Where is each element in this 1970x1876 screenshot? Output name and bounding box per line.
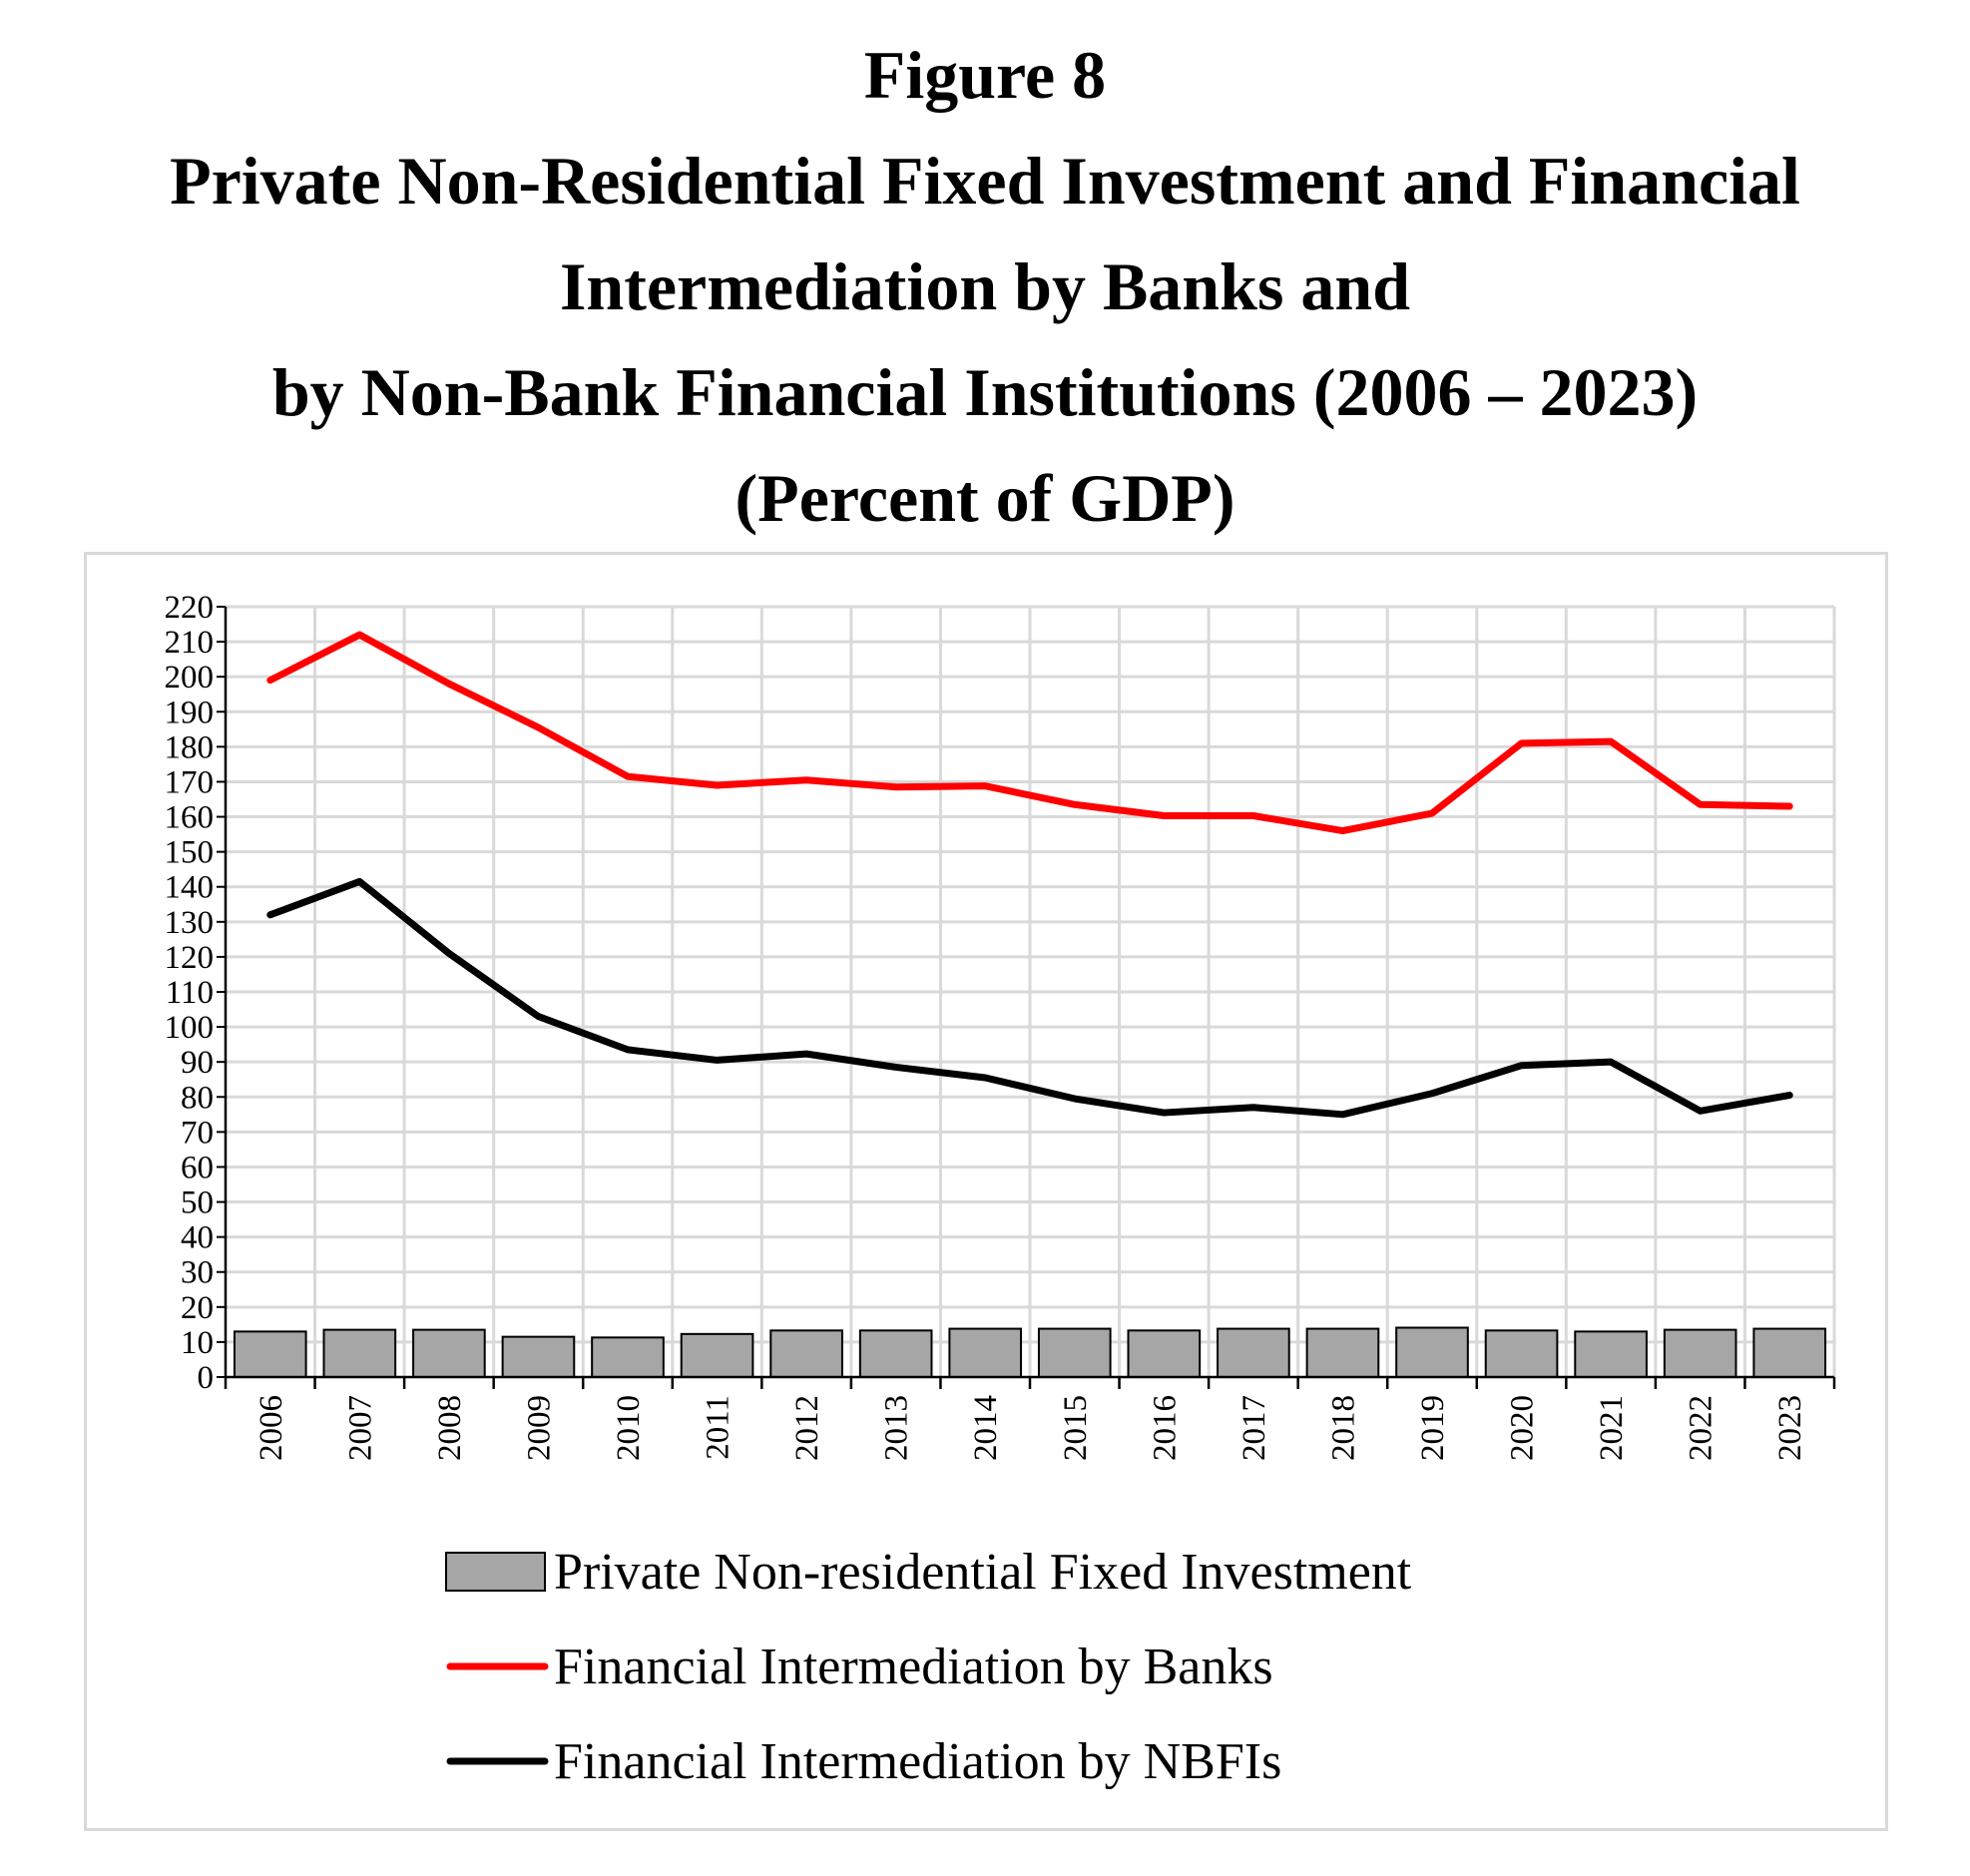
- y-tick-label: 120: [165, 940, 215, 976]
- y-tick-label: 220: [165, 590, 215, 626]
- y-tick-label: 150: [165, 835, 215, 871]
- bar: [1127, 1329, 1202, 1379]
- bar: [412, 1328, 486, 1379]
- bar: [501, 1335, 576, 1379]
- lines-layer: [266, 631, 1793, 1119]
- bar: [1305, 1327, 1380, 1379]
- x-tick-label: 2017: [1236, 1395, 1272, 1461]
- title-line: Intermediation by Banks and: [559, 248, 1411, 324]
- x-tick-label: 2022: [1684, 1395, 1720, 1461]
- x-tick-label: 2007: [342, 1395, 378, 1461]
- y-tick-label: 40: [181, 1220, 214, 1256]
- x-tick-label: 2020: [1505, 1395, 1541, 1461]
- y-tick-label: 200: [165, 660, 215, 696]
- y-tick-label: 210: [165, 625, 215, 661]
- bar: [1663, 1328, 1737, 1379]
- y-tick-label: 180: [165, 729, 215, 765]
- x-tick-label: 2009: [521, 1395, 557, 1461]
- legend-label: Financial Intermediation by NBFIs: [554, 1733, 1281, 1790]
- bar: [1217, 1327, 1290, 1379]
- y-tick-label: 60: [181, 1150, 214, 1185]
- title-line: by Non-Bank Financial Institutions (2006…: [271, 354, 1699, 430]
- title-line: (Percent of GDP): [735, 460, 1235, 536]
- x-tick-label: 2012: [789, 1395, 825, 1461]
- x-tick-label: 2023: [1772, 1395, 1808, 1461]
- nbfis-line: [266, 877, 1793, 1119]
- bar: [322, 1328, 397, 1379]
- bar: [1484, 1329, 1559, 1379]
- bar: [1037, 1327, 1112, 1379]
- bar: [948, 1327, 1023, 1379]
- x-tick-label: 2015: [1058, 1395, 1094, 1461]
- y-tick-label: 10: [181, 1325, 214, 1361]
- legend-swatch-bar: [445, 1552, 546, 1592]
- x-tick-label: 2013: [879, 1395, 915, 1461]
- ticks-layer: 0102030405060708090100110120130140150160…: [165, 590, 1836, 1461]
- x-tick-label: 2019: [1415, 1395, 1451, 1461]
- y-tick-label: 30: [181, 1255, 214, 1291]
- y-tick-label: 170: [165, 764, 215, 800]
- y-tick-label: 160: [165, 800, 215, 836]
- bar: [858, 1329, 933, 1379]
- y-tick-label: 50: [181, 1185, 214, 1221]
- y-tick-label: 0: [198, 1360, 215, 1396]
- banks-line: [266, 631, 1793, 835]
- y-tick-label: 100: [165, 1010, 215, 1046]
- title-line: Private Non-Residential Fixed Investment…: [170, 143, 1800, 219]
- bar: [233, 1330, 307, 1379]
- legend-label: Financial Intermediation by Banks: [554, 1639, 1273, 1695]
- x-tick-label: 2008: [432, 1395, 468, 1461]
- title-line: Figure 8: [863, 37, 1107, 113]
- bars-layer: [233, 1326, 1827, 1379]
- y-tick-label: 130: [165, 905, 215, 941]
- x-tick-label: 2010: [611, 1395, 647, 1461]
- x-tick-label: 2016: [1147, 1395, 1183, 1461]
- y-tick-label: 90: [181, 1045, 214, 1081]
- y-tick-label: 110: [166, 975, 214, 1011]
- bar: [1395, 1326, 1469, 1379]
- legend-label: Private Non-residential Fixed Investment: [554, 1544, 1412, 1601]
- bar: [591, 1336, 665, 1379]
- grid-layer: [226, 605, 1836, 1377]
- y-tick-label: 70: [181, 1115, 214, 1151]
- x-tick-label: 2014: [968, 1395, 1004, 1461]
- x-tick-label: 2011: [701, 1395, 737, 1460]
- bar: [1574, 1330, 1648, 1379]
- x-tick-label: 2006: [253, 1395, 289, 1461]
- y-tick-label: 80: [181, 1080, 214, 1116]
- y-tick-label: 140: [165, 870, 215, 906]
- bar: [769, 1329, 843, 1379]
- x-tick-label: 2021: [1594, 1395, 1630, 1461]
- chart-frame: [84, 552, 1888, 1831]
- chart-title: Figure 8 Private Non-Residential Fixed I…: [0, 22, 1970, 551]
- bar: [1752, 1327, 1827, 1379]
- bar: [680, 1332, 754, 1378]
- x-tick-label: 2018: [1325, 1395, 1361, 1461]
- legend-layer: Private Non-residential Fixed Investment…: [445, 1544, 1412, 1790]
- y-tick-label: 190: [165, 695, 215, 730]
- y-tick-label: 20: [181, 1290, 214, 1326]
